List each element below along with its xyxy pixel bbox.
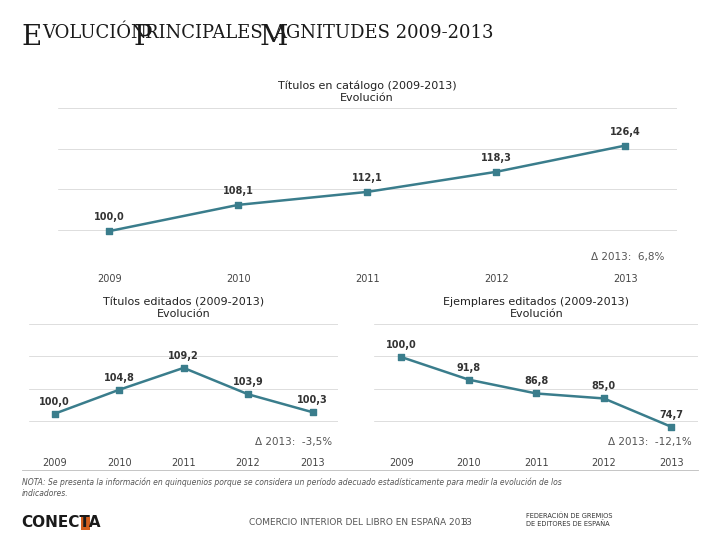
Text: Δ 2013:  -12,1%: Δ 2013: -12,1%	[608, 437, 692, 447]
Text: 100,3: 100,3	[297, 395, 328, 405]
Text: 103,9: 103,9	[233, 377, 264, 387]
Point	[178, 363, 189, 372]
Point	[396, 353, 408, 361]
Text: 126,4: 126,4	[610, 127, 641, 137]
Text: 100,0: 100,0	[94, 212, 125, 222]
Text: 100,0: 100,0	[386, 340, 417, 350]
Text: VOLUCIÓN: VOLUCIÓN	[42, 24, 152, 42]
Text: 74,7: 74,7	[660, 410, 683, 420]
Text: 109,2: 109,2	[168, 351, 199, 361]
Point	[49, 409, 60, 418]
Text: Δ 2013:  6,8%: Δ 2013: 6,8%	[591, 252, 665, 262]
Text: CONECTA: CONECTA	[22, 515, 101, 530]
Point	[490, 167, 502, 176]
Point	[361, 187, 373, 196]
Point	[619, 141, 631, 150]
Point	[665, 422, 677, 431]
Title: Ejemplares editados (2009-2013)
Evolución: Ejemplares editados (2009-2013) Evolució…	[444, 298, 629, 319]
Point	[243, 390, 254, 399]
Point	[113, 386, 125, 394]
Text: 100,0: 100,0	[39, 396, 70, 407]
Point	[233, 200, 244, 209]
Text: 112,1: 112,1	[352, 173, 382, 183]
Text: 85,0: 85,0	[592, 381, 616, 391]
Text: AGNITUDES 2009-2013: AGNITUDES 2009-2013	[274, 24, 494, 42]
Text: RINCIPALES: RINCIPALES	[145, 24, 269, 42]
Text: FEDERACIÓN DE GREMIOS
DE EDITORES DE ESPAÑA: FEDERACIÓN DE GREMIOS DE EDITORES DE ESP…	[526, 512, 612, 526]
Text: Δ 2013:  -3,5%: Δ 2013: -3,5%	[255, 437, 332, 447]
Text: 3: 3	[462, 518, 467, 527]
Point	[531, 389, 542, 398]
Text: 104,8: 104,8	[104, 373, 135, 383]
Point	[463, 375, 474, 384]
Text: 108,1: 108,1	[222, 186, 253, 196]
Title: Títulos editados (2009-2013)
Evolución: Títulos editados (2009-2013) Evolución	[103, 298, 264, 319]
Text: 86,8: 86,8	[524, 376, 549, 386]
Text: M: M	[259, 24, 287, 51]
Point	[104, 227, 115, 235]
Text: NOTA: Se presenta la información en quinquenios porque se considera un período a: NOTA: Se presenta la información en quin…	[22, 478, 562, 498]
Title: Títulos en catálogo (2009-2013)
Evolución: Títulos en catálogo (2009-2013) Evolució…	[278, 81, 456, 103]
Text: 118,3: 118,3	[481, 153, 512, 163]
Text: E: E	[22, 24, 42, 51]
Text: COMERCIO INTERIOR DEL LIBRO EN ESPAÑA 2013: COMERCIO INTERIOR DEL LIBRO EN ESPAÑA 20…	[248, 518, 472, 527]
Point	[307, 408, 318, 416]
Text: P: P	[133, 24, 152, 51]
Point	[598, 394, 610, 403]
Text: 91,8: 91,8	[456, 362, 481, 373]
